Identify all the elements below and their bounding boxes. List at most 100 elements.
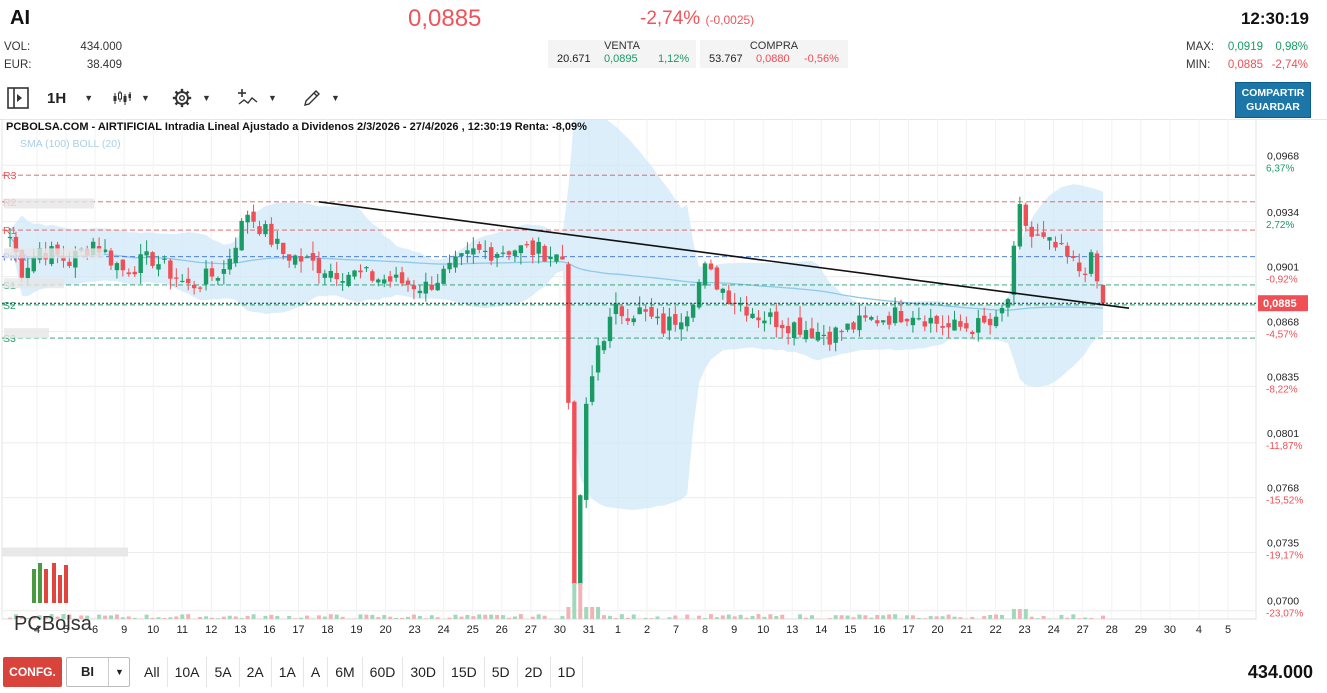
volume-bar: [423, 618, 428, 619]
settings-button[interactable]: ▼: [171, 87, 211, 109]
volume-bar: [215, 618, 220, 619]
volume-bar: [869, 617, 874, 619]
volume-bar: [204, 616, 209, 619]
candle-body: [7, 236, 13, 239]
candle-body: [108, 250, 114, 266]
book-depth-bar: [4, 328, 49, 339]
logo-bar: [38, 563, 42, 603]
volume-bar: [768, 614, 773, 619]
candle-body: [483, 250, 488, 253]
volume-bar: [269, 614, 274, 619]
candle-body: [1100, 284, 1106, 304]
period-button[interactable]: 5A: [207, 657, 240, 687]
volume-bar: [13, 614, 18, 619]
x-tick-label: 6: [92, 624, 98, 636]
candle-body: [661, 313, 666, 334]
chevron-down-icon: ▼: [141, 93, 150, 103]
period-button[interactable]: 1D: [551, 657, 584, 687]
period-button[interactable]: All: [137, 657, 168, 687]
sell-label: VENTA: [604, 40, 640, 52]
volume-bar: [673, 615, 678, 619]
pivot-label: S2: [3, 300, 16, 312]
candle-body: [845, 323, 850, 330]
period-button[interactable]: 30D: [403, 657, 445, 687]
volume-bar: [358, 614, 363, 619]
period-button[interactable]: 2D: [518, 657, 551, 687]
candle-body: [601, 341, 607, 351]
volume-bar: [501, 615, 506, 619]
x-tick-label: 13: [786, 624, 798, 636]
eur-value: 38.409: [86, 59, 122, 71]
change-absolute: (-0,0025): [705, 13, 755, 27]
volume-bar: [489, 614, 494, 619]
candle-body: [186, 278, 191, 284]
x-tick-label: 23: [409, 624, 421, 636]
volume-bar: [958, 617, 963, 619]
book-depth-bar: [4, 248, 104, 259]
volume-bar: [227, 615, 232, 619]
max-value: 0,0919: [1227, 41, 1263, 53]
drawing-tools-button[interactable]: ▼: [302, 87, 340, 109]
toggle-panel-button[interactable]: [6, 87, 30, 109]
volume-bar: [803, 617, 808, 619]
candle-body: [726, 290, 731, 304]
volume-bar: [49, 614, 54, 619]
current-price-tag: [1258, 295, 1308, 312]
logo-text: PCBolsa: [14, 613, 93, 635]
volume-bar: [429, 615, 434, 619]
period-button[interactable]: 2A: [240, 657, 272, 687]
candle-body: [780, 324, 785, 329]
chart-type-selector[interactable]: ▼: [112, 87, 150, 109]
period-button[interactable]: 1A: [272, 657, 304, 687]
price-chart[interactable]: 0,0968 6,37% 0,0934 2,72% 0,0901 -0,92% 0,0868…: [0, 99, 1327, 655]
x-tick-label: 11: [177, 624, 188, 636]
volume-bar: [887, 614, 892, 619]
period-button[interactable]: 60D: [363, 657, 404, 687]
volume-bar: [328, 614, 333, 619]
candle-body: [530, 240, 535, 256]
volume-bar: [798, 614, 803, 619]
candle-body: [518, 245, 524, 254]
candle-body: [376, 279, 381, 283]
candle-body: [631, 318, 636, 323]
save-label: GUARDAR: [1246, 101, 1300, 113]
indicators-button[interactable]: ▼: [237, 87, 277, 109]
candle-body: [370, 271, 375, 281]
x-tick-label: 29: [1135, 624, 1147, 636]
volume-bar: [299, 617, 304, 619]
volume-bar: [1023, 609, 1028, 619]
period-button[interactable]: 10A: [168, 657, 208, 687]
mode-selector[interactable]: BI ▼: [66, 657, 130, 687]
candle-body: [958, 321, 963, 327]
volume-bar: [382, 615, 387, 619]
volume-bar: [566, 607, 571, 619]
config-button[interactable]: CONFG.: [3, 657, 62, 687]
volume-bar: [904, 615, 909, 619]
period-button[interactable]: 15D: [444, 657, 485, 687]
volume-bar: [126, 616, 131, 619]
y-tick-label: 0,0901: [1267, 262, 1299, 274]
candle-body: [548, 256, 553, 260]
volume-bar: [400, 617, 405, 619]
period-button[interactable]: 5D: [485, 657, 518, 687]
logo-bar: [58, 575, 62, 603]
max-pct: 0,98%: [1275, 41, 1308, 53]
volume-bar: [857, 614, 862, 619]
max-row: MAX: 0,0919 0,98%: [1186, 41, 1308, 53]
period-button[interactable]: A: [304, 657, 329, 687]
volume-bar: [334, 614, 339, 619]
volume-bar: [37, 615, 42, 619]
candle-body: [785, 325, 791, 334]
period-button[interactable]: 6M: [328, 657, 363, 687]
candle-body: [566, 264, 571, 403]
interval-label: 1H: [47, 89, 67, 107]
volume-bar: [542, 615, 547, 619]
share-save-button[interactable]: COMPARTIR GUARDAR: [1235, 82, 1311, 118]
candle-body: [768, 312, 773, 317]
interval-selector[interactable]: 1H ▼: [47, 87, 93, 109]
volume-bar: [815, 618, 820, 619]
candle-body: [275, 238, 280, 244]
candle-body: [892, 307, 898, 324]
candle-body: [162, 258, 167, 260]
